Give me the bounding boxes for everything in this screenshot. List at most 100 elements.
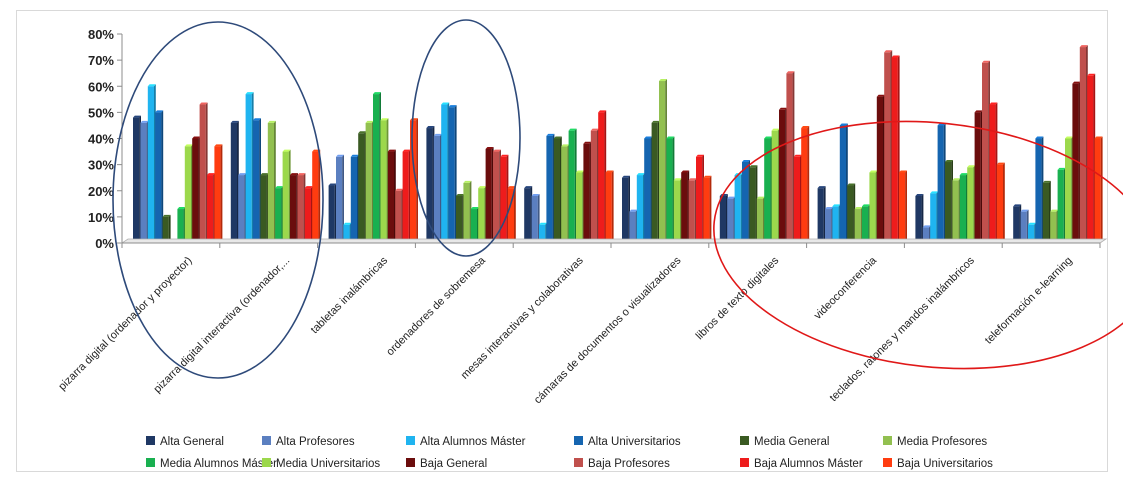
bar-top xyxy=(275,186,284,189)
bar-face xyxy=(365,122,372,243)
bar-face xyxy=(410,120,417,243)
bar-top xyxy=(899,170,907,173)
bar-side xyxy=(318,149,321,243)
bar-top xyxy=(507,186,516,189)
bar-face xyxy=(636,175,643,243)
bar-top xyxy=(304,186,313,189)
bar-top xyxy=(260,173,269,176)
bar xyxy=(433,133,442,243)
bar-top xyxy=(350,154,359,157)
bar xyxy=(576,170,584,243)
bar-top xyxy=(801,126,810,129)
bar-face xyxy=(1028,224,1035,243)
bar-top xyxy=(1050,209,1059,212)
bar-face xyxy=(1072,83,1079,243)
bar xyxy=(629,209,638,243)
bar-top xyxy=(967,165,976,168)
legend-swatch xyxy=(574,458,583,467)
bar-top xyxy=(629,209,638,212)
bar xyxy=(884,50,893,243)
x-tick-label: tabletas inalámbricas xyxy=(309,254,391,336)
bar-top xyxy=(336,154,344,157)
bar-face xyxy=(561,146,568,243)
bar-side xyxy=(416,118,418,243)
bar xyxy=(140,120,149,243)
bar-face xyxy=(622,177,629,243)
bar xyxy=(945,160,953,243)
bar-top xyxy=(771,128,780,131)
bar-face xyxy=(930,193,937,243)
bar xyxy=(463,180,472,243)
bar xyxy=(485,146,494,243)
bar-top xyxy=(402,149,411,152)
bar-face xyxy=(500,156,507,243)
bar xyxy=(448,105,457,244)
bar-side xyxy=(807,126,810,243)
bar xyxy=(1020,209,1029,243)
legend-label: Media Universitarios xyxy=(276,458,380,470)
bar-face xyxy=(456,195,463,243)
bar-top xyxy=(267,120,276,123)
bar-side xyxy=(220,144,223,243)
bar-top xyxy=(253,118,261,121)
bar xyxy=(967,165,976,243)
bar-face xyxy=(343,224,350,243)
bar-top xyxy=(395,188,404,191)
legend-swatch xyxy=(262,458,271,467)
bar-top xyxy=(598,110,607,113)
bar-face xyxy=(568,130,575,243)
bar xyxy=(869,170,878,243)
bar-top xyxy=(996,162,1005,165)
bar-face xyxy=(304,188,311,243)
bar xyxy=(155,110,164,243)
bar xyxy=(387,149,396,243)
legend-swatch xyxy=(883,436,892,445)
bar-face xyxy=(199,104,206,243)
bar-face xyxy=(387,151,394,243)
bar-face xyxy=(478,188,485,243)
bar-top xyxy=(177,207,186,210)
highlight-ellipse xyxy=(713,120,1123,370)
bar-top xyxy=(681,170,690,173)
bar-face xyxy=(546,135,553,243)
bar-top xyxy=(441,102,450,105)
legend-label: Baja Universitarios xyxy=(897,458,993,470)
bar-side xyxy=(168,214,171,243)
bar-top xyxy=(622,175,630,178)
bar-side xyxy=(1100,136,1103,243)
bar-face xyxy=(817,188,824,243)
bar-top xyxy=(140,120,149,123)
bar-top xyxy=(478,186,487,189)
bar-top xyxy=(463,180,472,183)
bar-top xyxy=(297,173,306,176)
bar-face xyxy=(742,162,749,243)
legend-label: Alta Profesores xyxy=(276,436,355,448)
bar-top xyxy=(590,128,599,131)
bar-top xyxy=(952,178,961,181)
legend-swatch xyxy=(740,436,749,445)
legend-label: Media Alumnos Máster xyxy=(160,458,277,470)
bar-face xyxy=(876,96,883,243)
bar-face xyxy=(847,185,854,243)
bar-top xyxy=(1028,222,1036,225)
bar xyxy=(749,165,758,243)
bar-face xyxy=(275,188,282,243)
bar-top xyxy=(862,204,870,207)
bar-top xyxy=(387,149,396,152)
bar-face xyxy=(786,73,793,243)
bar-face xyxy=(297,175,304,243)
bar xyxy=(402,149,411,243)
bar xyxy=(304,186,313,243)
bar-top xyxy=(832,204,841,207)
bar xyxy=(238,173,247,243)
bar xyxy=(507,186,516,243)
bar-face xyxy=(915,195,922,243)
bar-top xyxy=(1013,204,1022,207)
legend-label: Media General xyxy=(754,436,829,448)
bar xyxy=(336,154,344,243)
bar-top xyxy=(891,55,900,58)
bar xyxy=(583,141,592,243)
bar xyxy=(1057,167,1066,243)
bar-side xyxy=(709,175,712,243)
bar-top xyxy=(869,170,878,173)
